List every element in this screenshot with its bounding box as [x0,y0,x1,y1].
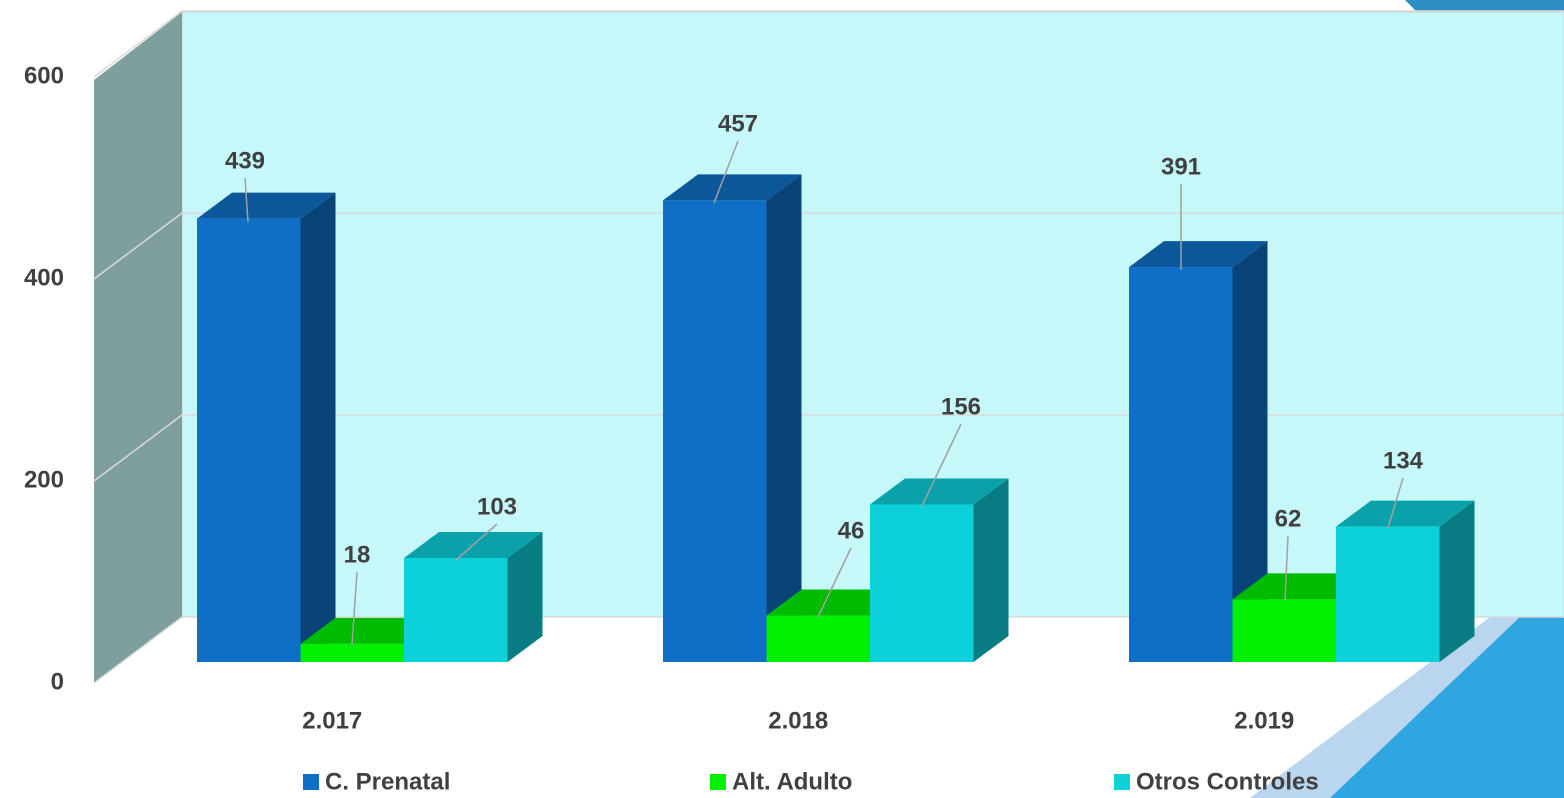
bar-top [197,192,336,219]
leader-line [817,547,852,618]
legend-label: Alt. Adulto [732,768,852,795]
leader-line [1284,535,1289,601]
leader-line [713,140,739,204]
bar-side [973,478,1009,662]
data-label: 46 [838,517,865,544]
legend-label: C. Prenatal [325,768,450,795]
legend-label: Otros Controles [1136,768,1319,795]
leader-line [244,177,249,223]
bar [870,478,1009,662]
leader-line [351,571,358,646]
x-tick-label: 2.017 [302,707,362,734]
bar-side [300,192,336,663]
bar-top [1129,241,1268,268]
legend-swatch [710,774,726,790]
data-label: 18 [344,541,371,568]
bar-top [663,174,802,201]
bar-front [1232,599,1336,662]
data-label: 439 [225,147,265,174]
bar-side [1232,241,1268,662]
data-label: 103 [477,493,517,520]
bar [197,192,336,663]
leader-line [921,423,962,507]
y-tick-label: 0 [51,668,64,695]
plot: 0 200 400 600 439 18 103 2.017 457 46 156 2.018 391 6… [24,10,1564,795]
grid-line [93,616,1564,684]
grid-line [93,212,1564,280]
data-label: 391 [1161,153,1201,180]
bar-front [870,504,974,662]
bar-front [300,643,404,662]
bar-front [404,557,508,662]
bar-front [663,200,767,662]
grid-line [93,10,1564,78]
leader-line [455,523,498,561]
bar-front [197,218,301,663]
legend-swatch [1114,774,1130,790]
legend-swatch [303,774,319,790]
y-tick-label: 600 [24,62,64,89]
data-label: 62 [1275,505,1302,532]
bar-side [1439,500,1475,662]
bar [404,531,543,662]
y-tick-label: 200 [24,466,64,493]
leader-line [1387,477,1404,529]
bar-side [766,174,802,662]
bar [1129,241,1268,662]
x-tick-label: 2.019 [1234,707,1294,734]
bar [1336,500,1475,662]
y-tick-label: 400 [24,264,64,291]
data-label: 134 [1383,447,1424,474]
bar-top [1336,500,1475,527]
data-label: 457 [718,110,758,137]
bar-front [1336,526,1440,662]
grid-line [93,414,1564,482]
side-wall [94,12,182,683]
bar-top [870,478,1009,505]
bar [663,174,802,662]
decoration [1330,617,1564,798]
data-label: 156 [941,393,981,420]
bar-side [507,531,543,662]
x-tick-label: 2.018 [768,707,828,734]
bar-front [1129,267,1233,662]
bar-front [766,615,870,662]
